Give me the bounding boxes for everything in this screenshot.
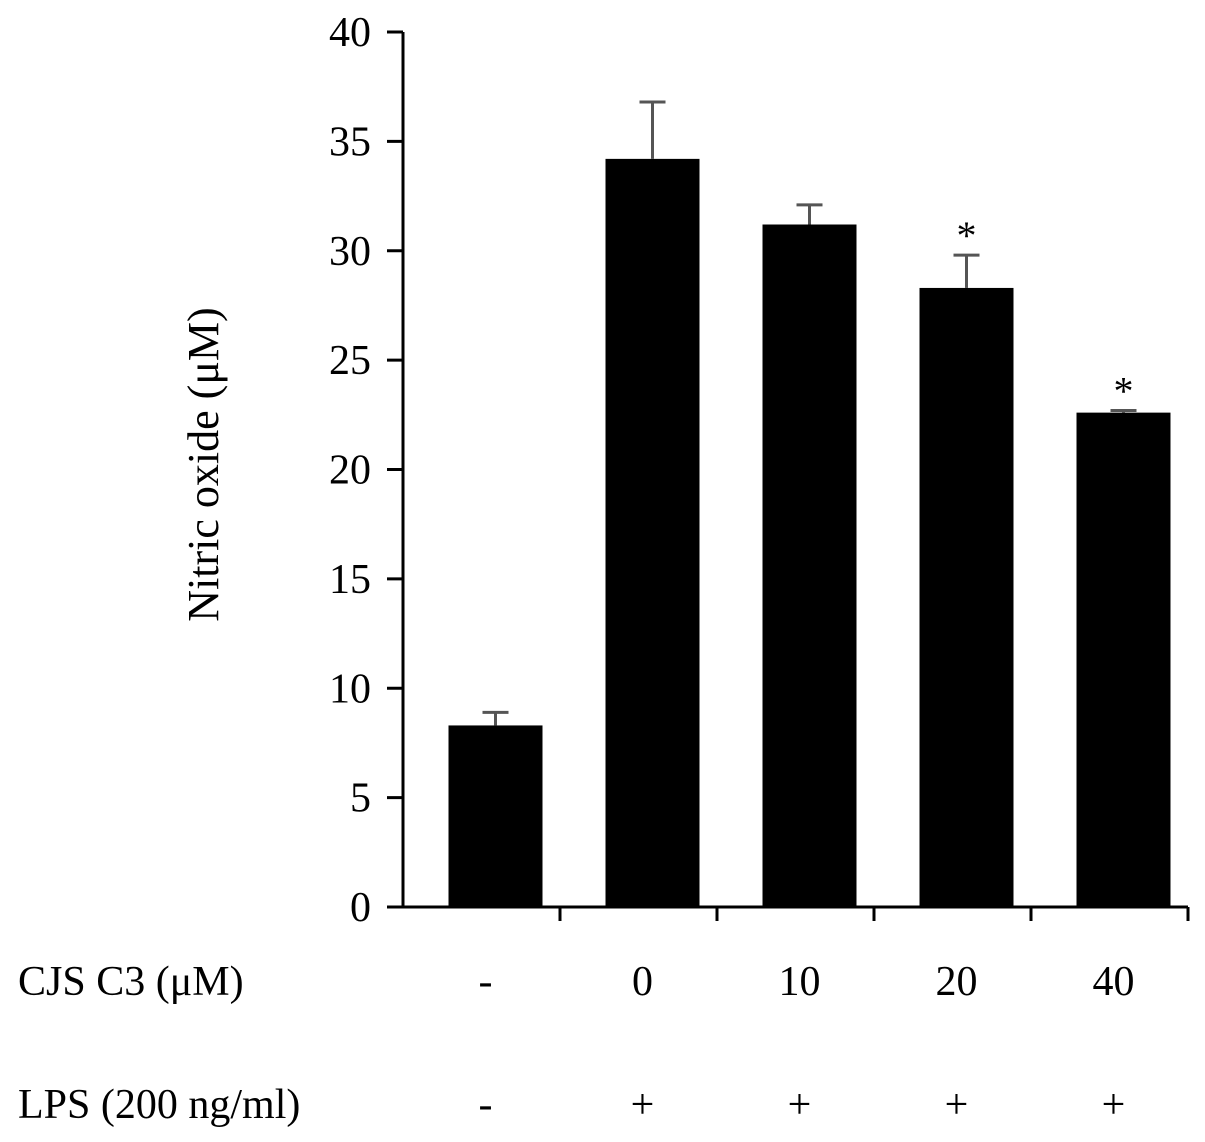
bar [762,224,857,907]
row-label: CJS C3 (μM) [18,959,244,1005]
y-axis-title: Nitric oxide (μM) [179,307,228,621]
row-value: - [479,959,493,1005]
y-tick-label: 0 [350,885,371,931]
row-value: + [945,1082,969,1128]
row-value: + [788,1082,812,1128]
row-value: 20 [936,959,978,1005]
y-tick-label: 15 [329,557,371,603]
row-value: - [479,1082,493,1128]
row-value: + [631,1082,655,1128]
y-tick-label: 30 [329,229,371,275]
bars [448,158,1171,907]
significance-star: * [957,213,977,258]
significance-star: * [1114,368,1134,413]
y-ticks: 0 5 10 15 20 25 30 35 40 [329,10,403,931]
significance-marks: ** [957,213,1134,413]
y-tick-label: 40 [329,10,371,56]
error-bars [482,100,1137,726]
y-tick-label: 20 [329,448,371,494]
row-value: 10 [779,959,821,1005]
y-tick-label: 10 [329,666,371,712]
y-tick-label: 5 [350,776,371,822]
row-value: 40 [1093,959,1135,1005]
row-value: 0 [632,959,653,1005]
y-tick-label: 25 [329,338,371,384]
bar [605,158,700,907]
bar [448,725,543,907]
row-label: LPS (200 ng/ml) [18,1082,300,1128]
condition-rows: CJS C3 (μM) - 0 10 20 40 LPS (200 ng/ml) - + + + + [18,959,1135,1128]
y-tick-label: 35 [329,119,371,165]
row-value: + [1102,1082,1126,1128]
bar [919,287,1014,907]
bar [1076,412,1171,907]
